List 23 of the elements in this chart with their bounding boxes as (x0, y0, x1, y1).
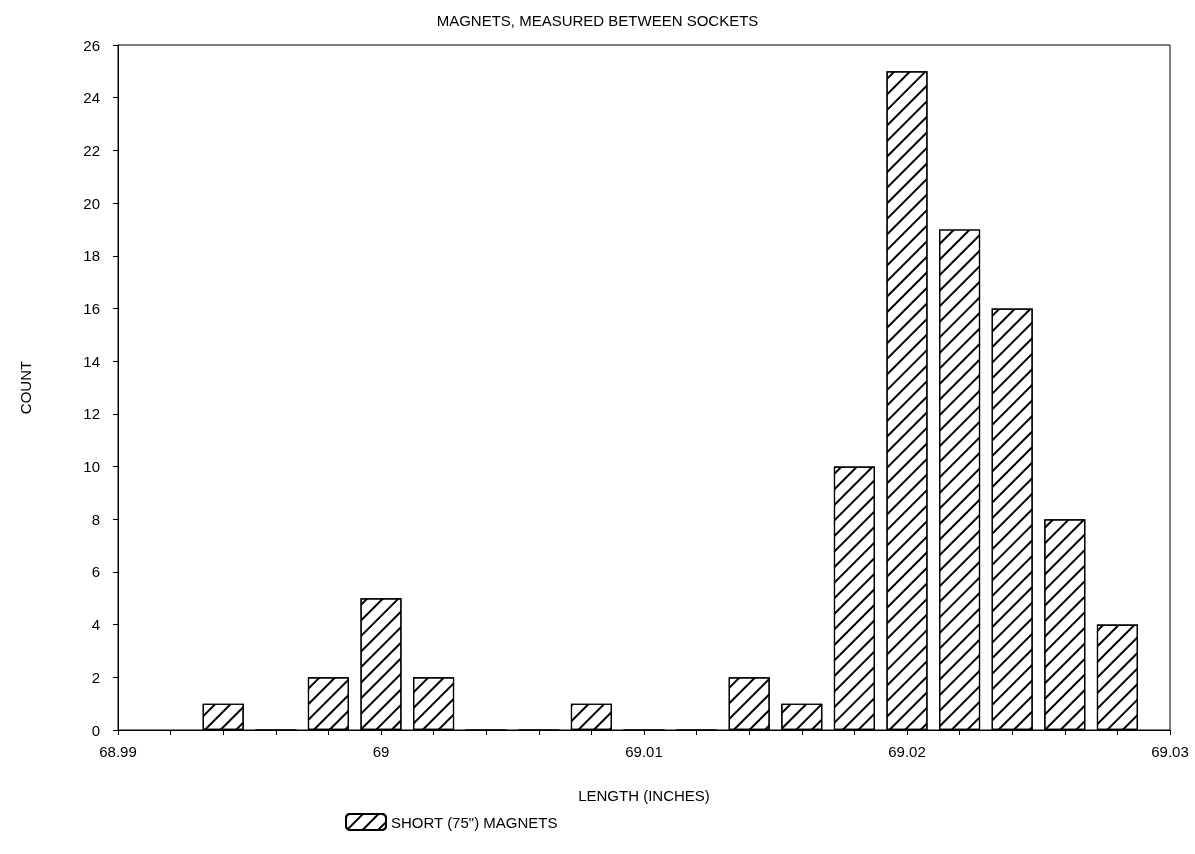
chart-title: MAGNETS, MEASURED BETWEEN SOCKETS (436, 12, 759, 29)
y-tick-label: 26 (83, 36, 100, 54)
x-tick-label: 68.99 (99, 743, 137, 760)
legend-label: SHORT (75") MAGNETS (391, 813, 558, 831)
x-tick-label: 69 (372, 743, 390, 760)
y-tick-label: 20 (83, 194, 100, 212)
y-tick-label: 18 (83, 247, 100, 265)
y-tick-label: 22 (83, 141, 100, 159)
y-tick-label: 6 (91, 563, 100, 581)
x-tick-label: 69.03 (1151, 743, 1189, 760)
y-tick-label: 2 (91, 668, 100, 686)
x-tick-label: 69.01 (625, 743, 663, 760)
y-axis-title: COUNT (17, 360, 34, 415)
x-axis-title: LENGTH (INCHES) (578, 787, 710, 804)
y-tick-label: 8 (91, 510, 100, 528)
x-tick-label: 69.02 (888, 743, 926, 760)
y-tick-label: 4 (91, 616, 100, 634)
y-tick-label: 0 (91, 721, 100, 739)
y-tick-label: 24 (83, 89, 100, 107)
y-tick-label: 10 (83, 458, 100, 476)
y-tick-label: 14 (83, 352, 100, 370)
y-tick-label: 16 (83, 299, 100, 317)
y-tick-label: 12 (83, 405, 100, 423)
